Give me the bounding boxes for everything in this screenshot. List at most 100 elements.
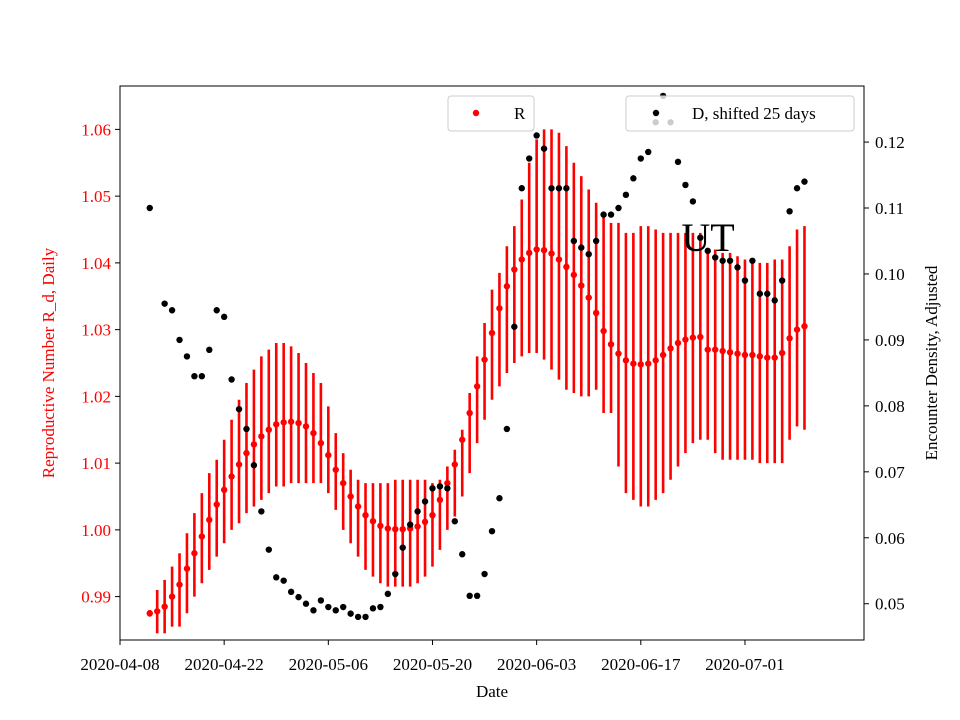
d-data-point <box>451 518 458 525</box>
r-data-point <box>600 327 607 335</box>
d-data-point <box>473 592 481 600</box>
d-data-point <box>622 191 630 199</box>
r-data-point <box>295 419 302 427</box>
r-data-point <box>563 263 570 271</box>
d-data-point <box>265 546 272 553</box>
r-data-point <box>533 246 540 253</box>
left-y-axis-label: Reproductive Number R_d, Daily <box>39 247 58 478</box>
r-data-point <box>354 503 362 510</box>
r-data-point <box>555 256 563 263</box>
r-data-point <box>704 346 711 353</box>
right-y-tick-label: 0.05 <box>875 595 905 614</box>
left-y-tick-label: 1.06 <box>81 120 111 139</box>
d-data-point <box>332 607 339 614</box>
legend-d-marker <box>652 109 660 117</box>
r-data-point <box>659 351 667 359</box>
d-data-point <box>764 290 771 297</box>
d-data-point <box>615 204 622 212</box>
d-data-point <box>511 323 518 330</box>
r-data-point <box>213 501 220 508</box>
d-data-point <box>287 588 295 596</box>
right-y-axis: 0.05 0.06 0.07 0.08 0.09 0.10 0.11 0.12 <box>864 133 905 614</box>
d-data-point <box>206 346 213 354</box>
r-data-point <box>585 294 592 301</box>
d-data-point <box>481 570 488 578</box>
r-data-point <box>756 353 764 360</box>
r-data-point <box>645 360 652 367</box>
d-data-point <box>183 353 191 360</box>
r-data-point <box>265 426 272 433</box>
d-data-point <box>213 307 220 314</box>
r-data-point <box>652 357 659 364</box>
right-y-tick-label: 0.12 <box>875 133 905 152</box>
d-data-point <box>518 185 525 192</box>
r-data-point <box>317 439 325 447</box>
d-data-point <box>302 600 310 607</box>
d-data-point <box>712 254 719 261</box>
legend-r-box <box>447 95 535 132</box>
d-data-point <box>778 277 786 284</box>
legend-d[interactable]: D, shifted 25 days <box>625 95 855 132</box>
r-data-point <box>451 461 458 468</box>
left-y-tick-label: 1.02 <box>81 387 111 406</box>
r-data-point <box>749 351 756 359</box>
d-data-point <box>392 570 399 578</box>
r-data-point <box>667 345 674 352</box>
r-data-point <box>280 419 287 426</box>
r-data-point <box>741 351 749 359</box>
r-data-point <box>258 433 265 440</box>
right-y-tick-label: 0.08 <box>875 397 905 416</box>
d-data-point <box>496 495 503 502</box>
d-data-point <box>243 425 250 433</box>
d-data-point <box>578 244 585 251</box>
r-data-point <box>793 326 801 333</box>
r-data-point <box>362 511 369 519</box>
right-y-tick-label: 0.10 <box>875 265 905 284</box>
d-data-point <box>533 132 540 139</box>
d-data-point <box>585 250 592 258</box>
r-data-point <box>473 383 481 390</box>
r-data-point <box>778 349 786 357</box>
r-data-point <box>429 511 436 519</box>
d-data-point <box>220 313 228 321</box>
d-data-point <box>354 613 362 621</box>
r-data-point <box>154 608 161 615</box>
r-data-point <box>801 323 808 330</box>
left-y-tick-label: 1.01 <box>81 454 111 473</box>
d-data-point <box>488 527 496 535</box>
x-tick-label: 2020-06-03 <box>497 655 576 674</box>
r-data-point <box>570 271 578 279</box>
r-data-point <box>488 329 496 337</box>
r-data-point <box>637 361 644 368</box>
legend-r-label: R <box>514 104 526 123</box>
d-data-point <box>317 597 325 604</box>
r-data-point <box>235 461 243 468</box>
d-data-point <box>689 198 697 205</box>
d-data-point <box>362 613 369 621</box>
d-data-point <box>273 574 280 581</box>
legend-d-box <box>625 95 855 132</box>
r-data-point <box>771 354 778 361</box>
d-data-point <box>704 247 711 255</box>
d-data-point <box>466 592 473 600</box>
r-data-point <box>444 479 451 487</box>
r-data-point <box>459 436 466 443</box>
legend-r[interactable]: R <box>447 95 535 132</box>
r-data-point <box>526 249 533 257</box>
r-data-point <box>340 479 347 487</box>
r-data-point <box>414 523 421 530</box>
r-data-point <box>287 418 295 425</box>
d-data-point <box>645 148 652 156</box>
r-data-point <box>734 350 741 357</box>
d-data-point <box>176 336 183 344</box>
x-tick-label: 2020-06-17 <box>601 655 681 674</box>
r-data-point <box>689 334 697 341</box>
r-data-point <box>146 610 153 617</box>
d-data-point <box>592 237 600 245</box>
right-y-tick-label: 0.07 <box>875 463 905 482</box>
d-data-point <box>741 277 749 284</box>
r-data-point <box>630 360 637 367</box>
r-data-point <box>592 309 600 317</box>
r-data-point <box>540 246 548 254</box>
